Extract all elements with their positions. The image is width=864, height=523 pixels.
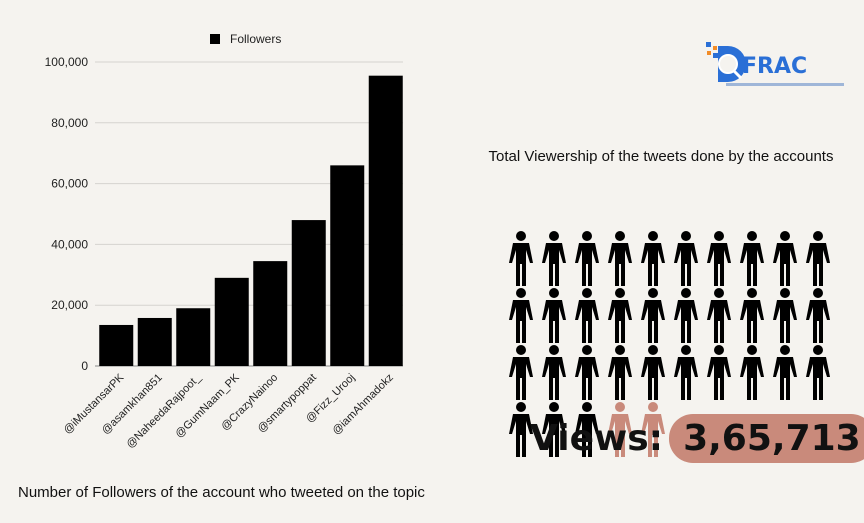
person-icon bbox=[773, 231, 797, 286]
person-icon bbox=[608, 288, 632, 343]
person-icon bbox=[542, 345, 566, 400]
person-icon bbox=[674, 345, 698, 400]
views-total: Views: 3,65,713 bbox=[530, 414, 864, 463]
person-icon bbox=[674, 288, 698, 343]
logo-tagline-bar bbox=[726, 83, 844, 86]
dfrac-logo: FRAC bbox=[704, 40, 844, 96]
viewership-title: Total Viewership of the tweets done by t… bbox=[488, 148, 834, 165]
y-tick-label: 80,000 bbox=[51, 116, 88, 130]
person-icon bbox=[608, 345, 632, 400]
views-label: Views: bbox=[530, 418, 664, 459]
person-icon bbox=[542, 288, 566, 343]
person-icon bbox=[707, 288, 731, 343]
y-tick-label: 20,000 bbox=[51, 298, 88, 312]
person-icon bbox=[806, 288, 830, 343]
chart-caption: Number of Followers of the account who t… bbox=[18, 484, 425, 501]
person-icon bbox=[707, 231, 731, 286]
person-icon bbox=[575, 402, 599, 457]
person-icon bbox=[542, 231, 566, 286]
magnifier-logo-icon bbox=[706, 42, 746, 82]
person-icon bbox=[542, 402, 566, 457]
person-icon bbox=[575, 231, 599, 286]
person-icon bbox=[707, 345, 731, 400]
x-tick-label: @GumNaam_PK bbox=[173, 371, 242, 440]
person-icon bbox=[575, 288, 599, 343]
bar bbox=[99, 324, 134, 366]
bar bbox=[137, 317, 172, 366]
logo-text: FRAC bbox=[742, 54, 808, 79]
person-icon bbox=[509, 288, 533, 343]
person-icon bbox=[806, 231, 830, 286]
person-icon bbox=[740, 345, 764, 400]
legend-swatch-followers bbox=[210, 34, 220, 44]
legend-label-followers: Followers bbox=[230, 32, 282, 46]
person-icon bbox=[575, 345, 599, 400]
views-value: 3,65,713 bbox=[669, 414, 864, 463]
y-tick-label: 40,000 bbox=[51, 237, 88, 251]
bar bbox=[330, 165, 365, 366]
person-icon bbox=[740, 288, 764, 343]
y-tick-label: 0 bbox=[81, 359, 88, 373]
person-icon bbox=[608, 231, 632, 286]
bar bbox=[368, 75, 403, 367]
person-icon bbox=[773, 345, 797, 400]
person-icon-highlighted bbox=[641, 402, 665, 457]
bar bbox=[291, 220, 326, 366]
bar bbox=[214, 277, 249, 366]
person-icon bbox=[806, 345, 830, 400]
person-icon bbox=[674, 231, 698, 286]
chart-legend: Followers bbox=[210, 32, 281, 46]
person-icon bbox=[641, 288, 665, 343]
person-icon bbox=[773, 288, 797, 343]
person-icon bbox=[509, 231, 533, 286]
person-icon bbox=[509, 402, 533, 457]
x-tick-label: @NaheedaRajpoot_ bbox=[124, 371, 204, 451]
person-icon bbox=[509, 345, 533, 400]
y-tick-label: 100,000 bbox=[45, 55, 89, 69]
y-tick-label: 60,000 bbox=[51, 177, 88, 191]
bar bbox=[176, 308, 211, 366]
bar bbox=[253, 261, 288, 366]
person-icon bbox=[740, 231, 764, 286]
person-icon-highlighted bbox=[608, 402, 632, 457]
person-icon bbox=[641, 345, 665, 400]
person-icon bbox=[641, 231, 665, 286]
